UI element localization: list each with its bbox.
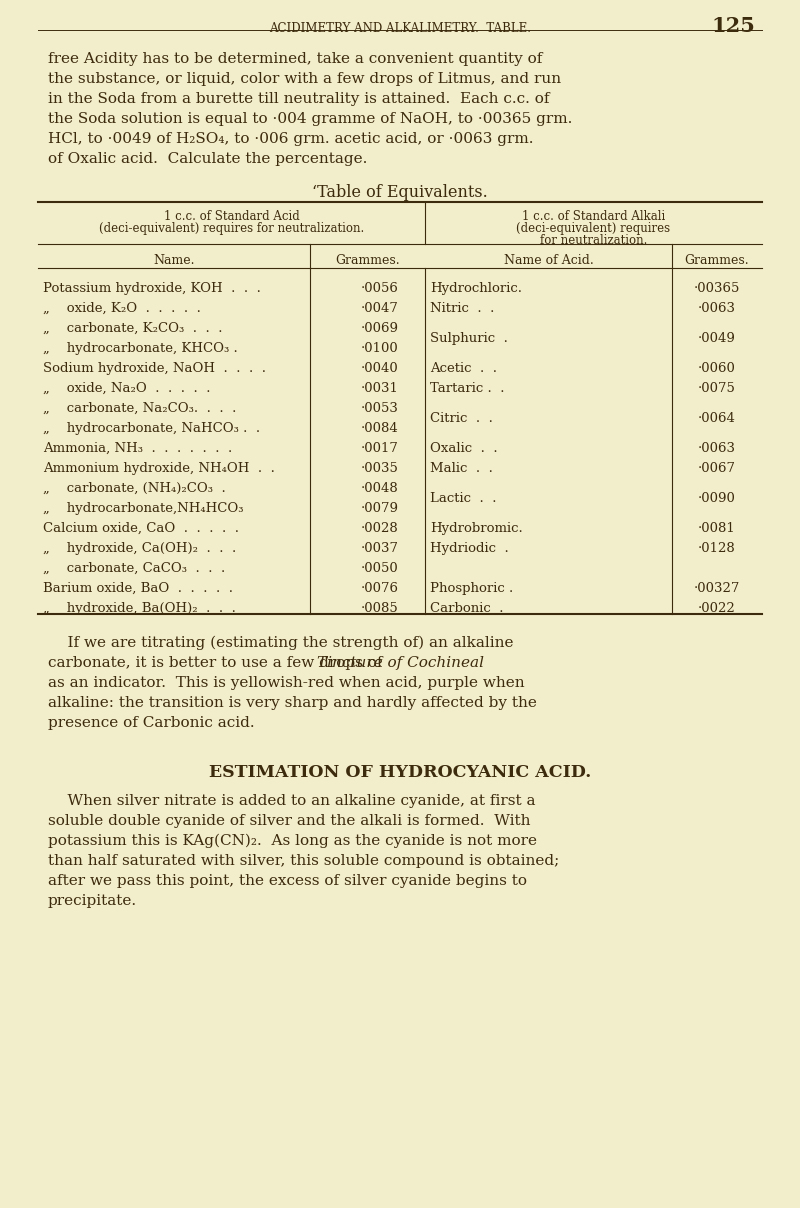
Text: ·0084: ·0084 — [361, 422, 398, 435]
Text: the Soda solution is equal to ·004 gramme of NaOH, to ·00365 grm.: the Soda solution is equal to ·004 gramm… — [48, 112, 572, 126]
Text: Sulphuric  .: Sulphuric . — [430, 332, 508, 345]
Text: „    hydrocarbonate, KHCO₃ .: „ hydrocarbonate, KHCO₃ . — [43, 342, 238, 355]
Text: precipitate.: precipitate. — [48, 894, 137, 908]
Text: ·0047: ·0047 — [361, 302, 398, 315]
Text: Hydrochloric.: Hydrochloric. — [430, 281, 522, 295]
Text: in the Soda from a burette till neutrality is attained.  Each c.c. of: in the Soda from a burette till neutrali… — [48, 92, 550, 106]
Text: Ammonia, NH₃  .  .  .  .  .  .  .: Ammonia, NH₃ . . . . . . . — [43, 442, 232, 455]
Text: the substance, or liquid, color with a few drops of Litmus, and run: the substance, or liquid, color with a f… — [48, 72, 561, 86]
Text: ·0022: ·0022 — [698, 602, 736, 615]
Text: ·0050: ·0050 — [361, 562, 398, 575]
Text: ·0035: ·0035 — [361, 461, 398, 475]
Text: ·0081: ·0081 — [698, 522, 736, 535]
Text: „    carbonate, Na₂CO₃.  .  .  .: „ carbonate, Na₂CO₃. . . . — [43, 402, 236, 416]
Text: If we are titrating (estimating the strength of) an alkaline: If we are titrating (estimating the stre… — [48, 635, 514, 650]
Text: ·0037: ·0037 — [361, 542, 398, 554]
Text: HCl, to ·0049 of H₂SO₄, to ·006 grm. acetic acid, or ·0063 grm.: HCl, to ·0049 of H₂SO₄, to ·006 grm. ace… — [48, 132, 534, 146]
Text: Ammonium hydroxide, NH₄OH  .  .: Ammonium hydroxide, NH₄OH . . — [43, 461, 275, 475]
Text: „    oxide, K₂O  .  .  .  .  .: „ oxide, K₂O . . . . . — [43, 302, 201, 315]
Text: Citric  .  .: Citric . . — [430, 412, 493, 425]
Text: Malic  .  .: Malic . . — [430, 461, 493, 475]
Text: ACIDIMETRY AND ALKALIMETRY.  TABLE.: ACIDIMETRY AND ALKALIMETRY. TABLE. — [269, 22, 531, 35]
Text: free Acidity has to be determined, take a convenient quantity of: free Acidity has to be determined, take … — [48, 52, 542, 66]
Text: Acetic  .  .: Acetic . . — [430, 362, 497, 374]
Text: alkaline: the transition is very sharp and hardly affected by the: alkaline: the transition is very sharp a… — [48, 696, 537, 710]
Text: potassium this is KAg(CN)₂.  As long as the cyanide is not more: potassium this is KAg(CN)₂. As long as t… — [48, 834, 537, 848]
Text: ·0128: ·0128 — [698, 542, 736, 554]
Text: of Oxalic acid.  Calculate the percentage.: of Oxalic acid. Calculate the percentage… — [48, 152, 367, 165]
Text: ·0048: ·0048 — [361, 482, 398, 495]
Text: ·00327: ·00327 — [694, 582, 740, 596]
Text: Tartaric .  .: Tartaric . . — [430, 382, 505, 395]
Text: 1 c.c. of Standard Alkali: 1 c.c. of Standard Alkali — [522, 210, 665, 223]
Text: ·00365: ·00365 — [694, 281, 740, 295]
Text: Tincture of Cochineal: Tincture of Cochineal — [317, 656, 484, 670]
Text: „    hydrocarbonate, NaHCO₃ .  .: „ hydrocarbonate, NaHCO₃ . . — [43, 422, 260, 435]
Text: ·0085: ·0085 — [361, 602, 398, 615]
Text: for neutralization.: for neutralization. — [540, 234, 647, 246]
Text: ·0049: ·0049 — [698, 332, 736, 345]
Text: Name of Acid.: Name of Acid. — [504, 254, 594, 267]
Text: ·0017: ·0017 — [361, 442, 398, 455]
Text: ·0056: ·0056 — [361, 281, 398, 295]
Text: ·0090: ·0090 — [698, 492, 736, 505]
Text: Oxalic  .  .: Oxalic . . — [430, 442, 498, 455]
Text: 1 c.c. of Standard Acid: 1 c.c. of Standard Acid — [164, 210, 299, 223]
Text: carbonate, it is better to use a few drops of: carbonate, it is better to use a few dro… — [48, 656, 387, 670]
Text: presence of Carbonic acid.: presence of Carbonic acid. — [48, 716, 254, 730]
Text: (deci-equivalent) requires for neutralization.: (deci-equivalent) requires for neutraliz… — [99, 222, 364, 236]
Text: Grammes.: Grammes. — [685, 254, 750, 267]
Text: 125: 125 — [711, 16, 755, 36]
Text: „    carbonate, K₂CO₃  .  .  .: „ carbonate, K₂CO₃ . . . — [43, 323, 222, 335]
Text: „    oxide, Na₂O  .  .  .  .  .: „ oxide, Na₂O . . . . . — [43, 382, 210, 395]
Text: Lactic  .  .: Lactic . . — [430, 492, 497, 505]
Text: „    hydrocarbonate,NH₄HCO₃: „ hydrocarbonate,NH₄HCO₃ — [43, 503, 243, 515]
Text: ·0064: ·0064 — [698, 412, 736, 425]
Text: „    hydroxide, Ca(OH)₂  .  .  .: „ hydroxide, Ca(OH)₂ . . . — [43, 542, 236, 554]
Text: „    carbonate, CaCO₃  .  .  .: „ carbonate, CaCO₃ . . . — [43, 562, 226, 575]
Text: ·0040: ·0040 — [361, 362, 398, 374]
Text: Hydriodic  .: Hydriodic . — [430, 542, 509, 554]
Text: ·0053: ·0053 — [361, 402, 398, 416]
Text: Hydrobromic.: Hydrobromic. — [430, 522, 522, 535]
Text: ·0028: ·0028 — [361, 522, 398, 535]
Text: ·0063: ·0063 — [698, 442, 736, 455]
Text: ·0063: ·0063 — [698, 302, 736, 315]
Text: Name.: Name. — [154, 254, 194, 267]
Text: Potassium hydroxide, KOH  .  .  .: Potassium hydroxide, KOH . . . — [43, 281, 261, 295]
Text: „    carbonate, (NH₄)₂CO₃  .: „ carbonate, (NH₄)₂CO₃ . — [43, 482, 226, 495]
Text: „    hydroxide, Ba(OH)₂  .  .  .: „ hydroxide, Ba(OH)₂ . . . — [43, 602, 236, 615]
Text: Carbonic  .: Carbonic . — [430, 602, 503, 615]
Text: Grammes.: Grammes. — [335, 254, 400, 267]
Text: ·0067: ·0067 — [698, 461, 736, 475]
Text: ·0060: ·0060 — [698, 362, 736, 374]
Text: ·0076: ·0076 — [361, 582, 398, 596]
Text: Sodium hydroxide, NaOH  .  .  .  .: Sodium hydroxide, NaOH . . . . — [43, 362, 266, 374]
Text: as an indicator.  This is yellowish-red when acid, purple when: as an indicator. This is yellowish-red w… — [48, 676, 525, 690]
Text: ·0079: ·0079 — [361, 503, 398, 515]
Text: Phosphoric .: Phosphoric . — [430, 582, 514, 596]
Text: Calcium oxide, CaO  .  .  .  .  .: Calcium oxide, CaO . . . . . — [43, 522, 239, 535]
Text: ·0100: ·0100 — [361, 342, 398, 355]
Text: Nitric  .  .: Nitric . . — [430, 302, 494, 315]
Text: ·0031: ·0031 — [361, 382, 398, 395]
Text: When silver nitrate is added to an alkaline cyanide, at first a: When silver nitrate is added to an alkal… — [48, 794, 535, 808]
Text: ESTIMATION OF HYDROCYANIC ACID.: ESTIMATION OF HYDROCYANIC ACID. — [209, 763, 591, 782]
Text: Barium oxide, BaO  .  .  .  .  .: Barium oxide, BaO . . . . . — [43, 582, 233, 596]
Text: after we pass this point, the excess of silver cyanide begins to: after we pass this point, the excess of … — [48, 875, 527, 888]
Text: ·0075: ·0075 — [698, 382, 736, 395]
Text: than half saturated with silver, this soluble compound is obtained;: than half saturated with silver, this so… — [48, 854, 559, 869]
Text: ‘Table of Equivalents.: ‘Table of Equivalents. — [312, 184, 488, 201]
Text: (deci-equivalent) requires: (deci-equivalent) requires — [517, 222, 670, 236]
Text: soluble double cyanide of silver and the alkali is formed.  With: soluble double cyanide of silver and the… — [48, 814, 530, 827]
Text: ·0069: ·0069 — [361, 323, 398, 335]
